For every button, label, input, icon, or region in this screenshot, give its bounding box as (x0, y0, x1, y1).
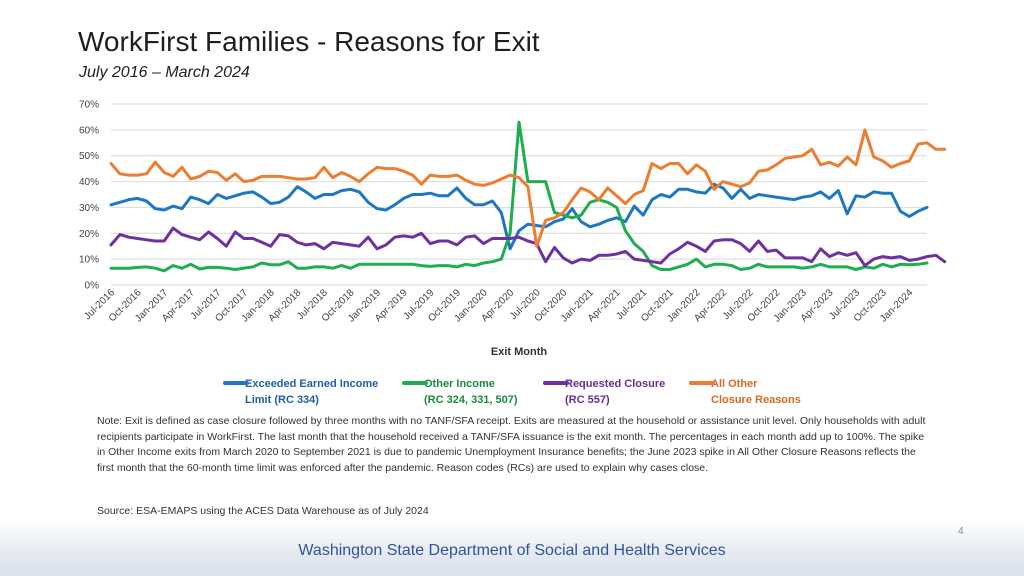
y-tick-label: 30% (79, 203, 99, 214)
y-axis-ticks: 0% 10% 20% 30% 40% 50% 60% 70% (79, 100, 99, 292)
chart-note: Note: Exit is defined as case closure fo… (97, 415, 926, 474)
y-tick-label: 10% (79, 255, 99, 266)
series-line-0 (109, 182, 929, 251)
legend-item-requested-closure: Requested Closure (RC 557) (543, 376, 665, 408)
chart-source: Source: ESA-EMAPS using the ACES Data Wa… (97, 505, 429, 517)
footer-band (0, 520, 1024, 576)
y-tick-label: 40% (79, 177, 99, 188)
y-tick-label: 70% (79, 100, 99, 111)
chart-series (109, 120, 947, 273)
legend-item-earned-income: Exceeded Earned Income Limit (RC 334) (223, 376, 378, 408)
y-tick-label: 20% (79, 229, 99, 240)
page-title: WorkFirst Families - Reasons for Exit (78, 26, 540, 57)
legend-swatch (689, 381, 715, 385)
legend-swatch (223, 381, 249, 385)
series-line-2 (109, 226, 947, 268)
legend-item-all-other: All Other Closure Reasons (689, 376, 801, 408)
y-tick-label: 50% (79, 151, 99, 162)
agency-footer: Washington State Department of Social an… (298, 542, 726, 559)
x-axis-ticks: Jul-2016Oct-2016Jan-2017Apr-2017Jul-2017… (82, 287, 915, 325)
legend-swatch (402, 381, 428, 385)
series-line-1 (109, 120, 929, 273)
chart-legend: Exceeded Earned Income Limit (RC 334) Ot… (0, 376, 1024, 410)
line-chart: 0% 10% 20% 30% 40% 50% 60% 70% Jul-2016Oct-2016… (79, 100, 947, 358)
legend-item-other-income: Other Income (RC 324, 331, 507) (402, 376, 518, 408)
page-subtitle: July 2016 – March 2024 (79, 64, 250, 81)
y-tick-label: 0% (85, 281, 100, 292)
legend-swatch (543, 381, 569, 385)
page-number: 4 (958, 526, 964, 537)
y-tick-label: 60% (79, 125, 99, 136)
x-axis-label: Exit Month (491, 346, 547, 358)
series-line-3 (109, 128, 947, 248)
